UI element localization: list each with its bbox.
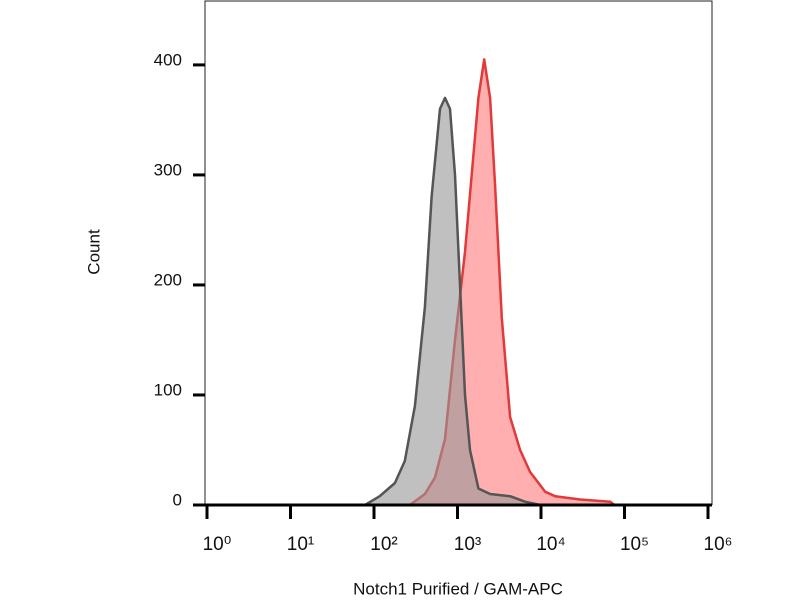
plot-frame	[204, 0, 713, 505]
x-tick-label: 10⁰	[203, 534, 232, 555]
y-tick-label: 300	[154, 160, 182, 179]
y-tick-label: 200	[154, 270, 182, 289]
x-axis-label: Notch1 Purified / GAM-APC	[353, 579, 563, 598]
x-tick-label: 10⁵	[620, 534, 649, 555]
x-tick-label: 10¹	[287, 534, 314, 555]
histogram-area	[205, 96, 710, 507]
y-tick-label: 100	[154, 380, 182, 399]
y-tick-label: 400	[154, 50, 182, 69]
x-tick-label: 10³	[454, 534, 481, 555]
x-tick-label: 10²	[370, 534, 397, 555]
x-tick-label: 10⁶	[704, 534, 733, 555]
x-tick-label: 10⁴	[536, 534, 565, 555]
y-axis-label: Count	[84, 229, 103, 275]
y-tick-label: 0	[173, 490, 182, 509]
